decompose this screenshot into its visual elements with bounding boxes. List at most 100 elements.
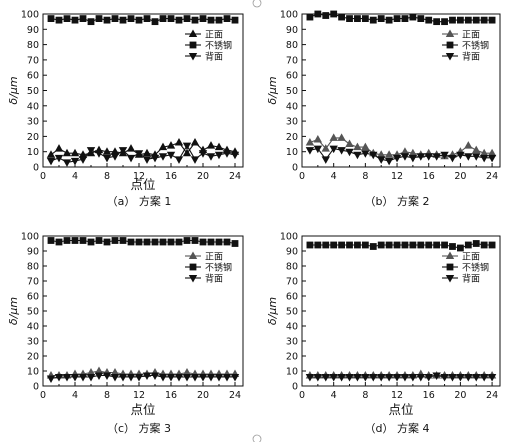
series-line: [50, 18, 236, 23]
data-point: [150, 372, 160, 380]
data-point: [321, 144, 330, 152]
data-point: [158, 374, 168, 382]
data-point: [118, 147, 128, 155]
y-tick-label: 40: [27, 101, 39, 112]
data-point: [86, 374, 96, 382]
chart-panel-1: 0 10 20 30 40 50 60 70 80 90 100 0 4 8 12 16 20 24 点位 δ/μm （…: [7, 10, 244, 208]
data-point: [306, 13, 314, 21]
series-line: [50, 141, 236, 156]
y-tick-label: 20: [286, 132, 298, 143]
data-point: [182, 374, 192, 382]
data-point: [79, 15, 87, 22]
legend-entry: 背面: [185, 51, 223, 63]
data-point: [425, 241, 433, 249]
legend-entry: 正面: [185, 29, 223, 41]
y-tick-label: 100: [21, 10, 39, 21]
data-point: [377, 241, 385, 249]
data-point: [321, 374, 330, 382]
data-point: [448, 154, 457, 163]
data-point: [409, 241, 417, 249]
data-point: [78, 374, 88, 382]
y-tick-label: 10: [27, 147, 39, 158]
data-point: [479, 374, 489, 382]
y-axis-label: δ/μm: [7, 76, 20, 104]
x-tick-label: 0: [299, 171, 305, 182]
legend-label: 正面: [462, 30, 480, 41]
data-point: [223, 15, 231, 22]
series-2: [47, 237, 239, 247]
data-point: [175, 16, 183, 24]
x-tick-label: 12: [133, 171, 145, 182]
legend-entry: 不锈钢: [185, 40, 232, 52]
data-point: [206, 141, 216, 149]
y-tick-label: 60: [27, 292, 39, 303]
data-point: [314, 241, 322, 249]
data-point: [215, 238, 223, 246]
legend-label: 不锈钢: [462, 262, 489, 274]
data-point: [158, 153, 168, 161]
data-point: [191, 16, 199, 24]
legend-marker: [188, 29, 198, 37]
data-point: [231, 16, 239, 24]
data-point: [369, 374, 378, 382]
legend-entry: 背面: [185, 273, 223, 285]
data-point: [392, 374, 402, 382]
data-point: [102, 372, 112, 380]
data-point: [487, 148, 497, 157]
data-point: [480, 16, 488, 24]
data-point: [167, 238, 175, 246]
legend-label: 背面: [462, 273, 480, 285]
legend-marker: [188, 251, 198, 259]
legend-label: 不锈钢: [205, 262, 232, 274]
data-point: [464, 153, 473, 161]
data-point: [198, 150, 208, 158]
data-point: [62, 159, 72, 167]
data-point: [337, 374, 346, 382]
data-point: [457, 244, 464, 252]
data-point: [432, 372, 441, 380]
data-point: [70, 148, 80, 157]
data-point: [425, 16, 433, 24]
data-point: [377, 150, 386, 158]
x-tick-label: 12: [391, 171, 403, 182]
data-point: [126, 144, 136, 152]
y-tick-label: 80: [286, 262, 298, 273]
legend-label: 背面: [462, 51, 480, 63]
data-point: [182, 148, 192, 157]
data-point: [464, 16, 472, 24]
data-point: [353, 151, 362, 160]
data-point: [71, 237, 79, 244]
scan-mark-circle: [252, 0, 262, 8]
data-point: [207, 16, 215, 24]
x-tick-label: 4: [72, 171, 78, 182]
data-point: [480, 241, 488, 249]
x-tick-label: 24: [486, 390, 498, 401]
data-point: [54, 154, 64, 163]
x-tick-label: 4: [72, 390, 78, 401]
legend-marker: [188, 275, 198, 283]
legend-label: 不锈钢: [205, 40, 232, 52]
data-point: [433, 18, 441, 26]
data-point: [354, 241, 361, 249]
y-tick-label: 40: [27, 322, 39, 333]
data-point: [47, 15, 55, 22]
data-point: [321, 156, 330, 164]
y-tick-label: 50: [286, 86, 298, 97]
legend-entry: 正面: [442, 251, 480, 263]
data-point: [487, 154, 497, 163]
data-point: [417, 15, 425, 22]
data-point: [95, 237, 103, 244]
legend-marker: [189, 41, 197, 49]
data-point: [329, 374, 338, 382]
data-point: [110, 374, 120, 382]
data-point: [346, 241, 353, 249]
x-tick-label: 0: [40, 390, 46, 401]
data-point: [377, 15, 385, 22]
legend-label: 正面: [462, 252, 480, 263]
y-tick-label: 30: [27, 117, 39, 128]
data-point: [103, 16, 111, 24]
data-point: [190, 138, 200, 146]
data-point: [174, 156, 184, 164]
data-point: [416, 153, 425, 161]
legend-marker: [189, 263, 197, 271]
